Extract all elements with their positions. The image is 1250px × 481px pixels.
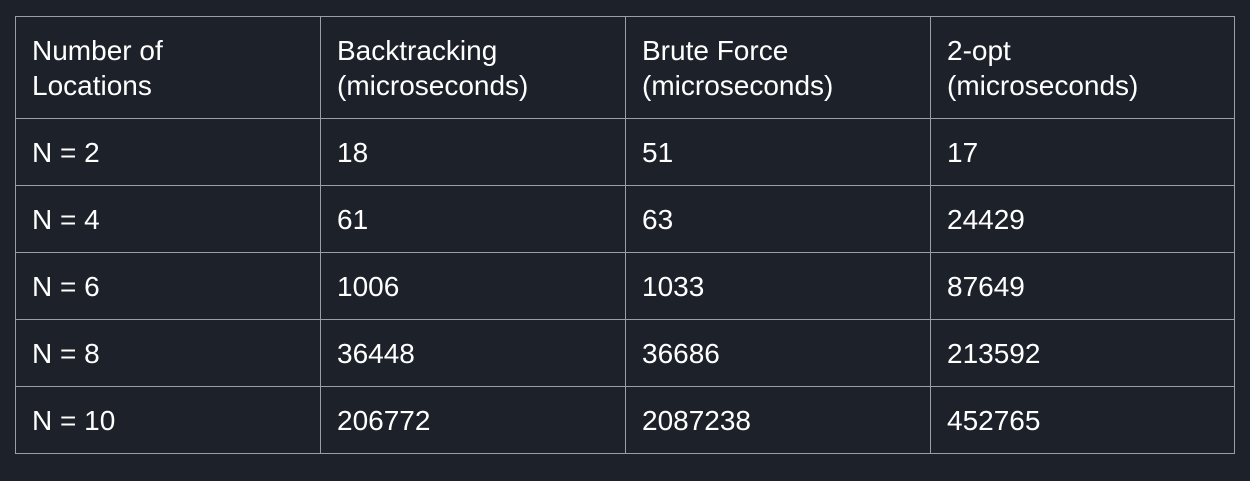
header-cell-2-opt: 2-opt (microseconds): [930, 16, 1235, 119]
table-row: N = 2 18 51 17: [15, 118, 1235, 186]
table-cell: N = 6: [15, 252, 321, 320]
table-row: N = 6 1006 1033 87649: [15, 252, 1235, 320]
table-cell: 1033: [625, 252, 931, 320]
header-line: Number of: [32, 34, 163, 66]
table-cell: 36686: [625, 319, 931, 387]
table-cell: 18: [320, 118, 626, 186]
header-line: (microseconds): [947, 69, 1139, 101]
table-cell: 213592: [930, 319, 1235, 387]
table-cell: 61: [320, 185, 626, 253]
results-table-container: Number of Locations Backtracking (micros…: [15, 16, 1235, 454]
table-cell: 51: [625, 118, 931, 186]
table-row: N = 10 206772 2087238 452765: [15, 386, 1235, 454]
table-cell: 452765: [930, 386, 1235, 454]
table-cell: 36448: [320, 319, 626, 387]
header-cell-locations: Number of Locations: [15, 16, 321, 119]
table-cell: N = 4: [15, 185, 321, 253]
table-cell: N = 2: [15, 118, 321, 186]
table-cell: 1006: [320, 252, 626, 320]
table-row: N = 4 61 63 24429: [15, 185, 1235, 253]
table-cell: 24429: [930, 185, 1235, 253]
header-cell-brute-force: Brute Force (microseconds): [625, 16, 931, 119]
table-cell: 17: [930, 118, 1235, 186]
header-line: (microseconds): [337, 69, 529, 101]
header-line: Brute Force: [642, 34, 789, 66]
table-cell: 63: [625, 185, 931, 253]
header-line: 2-opt: [947, 34, 1011, 66]
table-cell: 87649: [930, 252, 1235, 320]
table-header-row: Number of Locations Backtracking (micros…: [15, 16, 1235, 119]
table-cell: 2087238: [625, 386, 931, 454]
header-line: Locations: [32, 69, 152, 101]
results-table: Number of Locations Backtracking (micros…: [15, 16, 1235, 454]
header-line: (microseconds): [642, 69, 834, 101]
table-row: N = 8 36448 36686 213592: [15, 319, 1235, 387]
header-cell-backtracking: Backtracking (microseconds): [320, 16, 626, 119]
header-line: Backtracking: [337, 34, 498, 66]
table-cell: 206772: [320, 386, 626, 454]
table-cell: N = 10: [15, 386, 321, 454]
table-cell: N = 8: [15, 319, 321, 387]
